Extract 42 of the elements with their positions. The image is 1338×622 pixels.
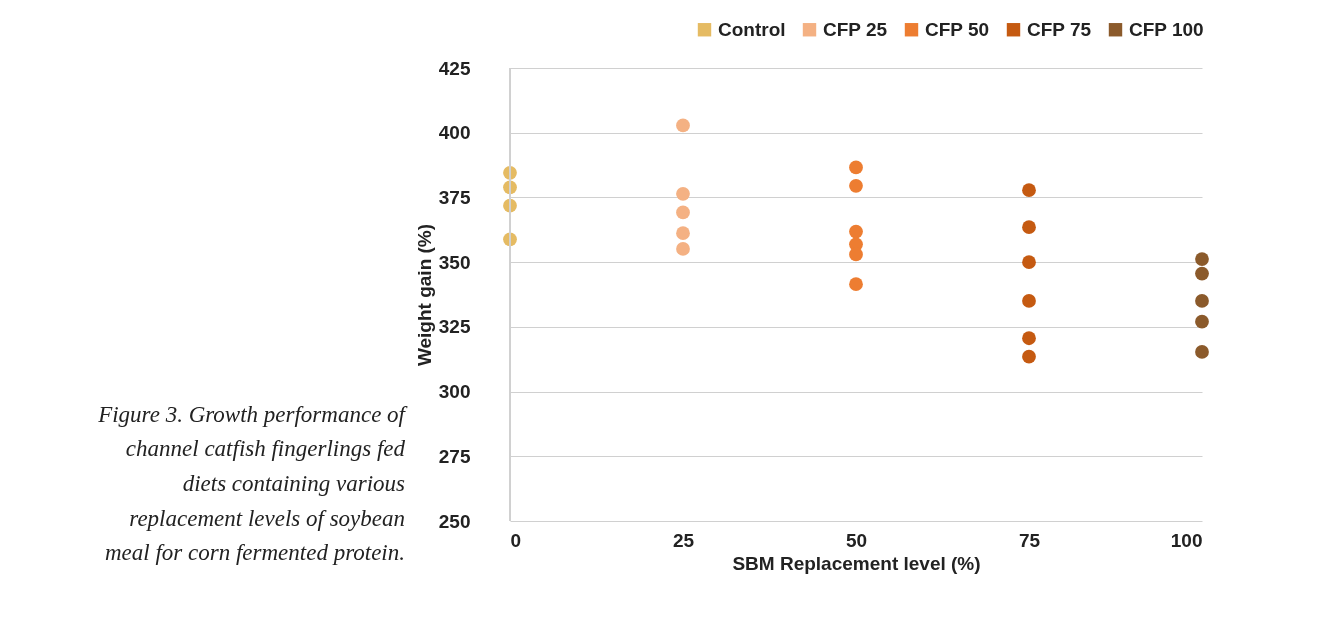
point bbox=[1022, 331, 1036, 346]
caption: Figure 3. Growth performance of channel catfish fingerlings fed diets containing various replacement levels of soybean meal for corn fermented protein. bbox=[97, 401, 409, 566]
point bbox=[1022, 294, 1036, 308]
point bbox=[849, 277, 863, 292]
y-tick-label: 400 bbox=[438, 122, 471, 144]
y-tick-label: 250 bbox=[438, 510, 471, 532]
point bbox=[676, 205, 690, 220]
point bbox=[1022, 183, 1036, 198]
y-tick-label: 325 bbox=[438, 316, 471, 338]
point bbox=[1022, 220, 1036, 235]
point bbox=[1022, 255, 1036, 270]
point bbox=[676, 226, 690, 241]
y-tick-label: 375 bbox=[438, 186, 471, 208]
point bbox=[1195, 345, 1209, 359]
legend-label: Control bbox=[718, 18, 786, 40]
x-tick-label: 50 bbox=[845, 529, 868, 551]
y-tick-label: 275 bbox=[438, 445, 471, 467]
point bbox=[849, 224, 863, 239]
y-axis-title: Weight gain (%) bbox=[413, 223, 435, 367]
point bbox=[676, 242, 690, 256]
legend-label: CFP 100 bbox=[1129, 18, 1204, 40]
point bbox=[676, 118, 690, 133]
x-tick-label: 75 bbox=[1018, 529, 1041, 551]
point bbox=[1022, 349, 1036, 364]
x-axis-title: SBM Replacement level (%) bbox=[732, 552, 981, 574]
point bbox=[1195, 266, 1209, 281]
legend-label: CFP 50 bbox=[925, 18, 990, 40]
point bbox=[1195, 294, 1209, 308]
x-tick-label: 0 bbox=[510, 529, 522, 551]
x-tick-label: 25 bbox=[672, 529, 695, 551]
point bbox=[849, 178, 863, 193]
x-tick-label: 100 bbox=[1170, 529, 1203, 551]
legend-label: CFP 25 bbox=[823, 18, 888, 40]
y-tick-label: 425 bbox=[438, 57, 471, 79]
point bbox=[849, 247, 863, 262]
y-tick-label: 300 bbox=[438, 381, 471, 403]
point bbox=[1195, 314, 1209, 329]
y-tick-label: 350 bbox=[438, 251, 471, 273]
point bbox=[849, 160, 863, 175]
legend-label: CFP 75 bbox=[1027, 18, 1092, 40]
point bbox=[676, 186, 690, 201]
point bbox=[1195, 252, 1209, 266]
